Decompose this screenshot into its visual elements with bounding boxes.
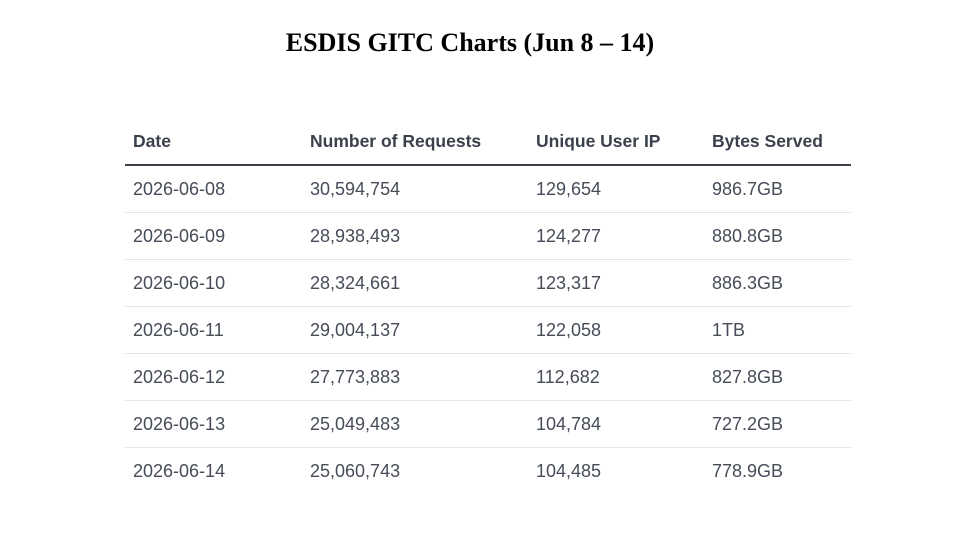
cell-date: 2026-06-13 (125, 400, 302, 448)
cell-requests: 28,324,661 (302, 259, 528, 307)
table-row: 2026-06-09 28,938,493 124,277 880.8GB (125, 212, 851, 260)
cell-requests: 27,773,883 (302, 353, 528, 401)
cell-bytes-served: 778.9GB (712, 460, 784, 481)
table-row: 2026-06-13 25,049,483 104,784 727.2GB (125, 400, 851, 448)
cell-requests: 25,049,483 (302, 400, 528, 448)
cell-requests: 29,004,137 (302, 306, 528, 354)
column-header-requests: Number of Requests (302, 118, 528, 166)
cell-requests: 28,938,493 (302, 212, 528, 260)
page-title: ESDIS GITC Charts (Jun 8 – 14) (285, 28, 655, 57)
cell-date: 2026-06-12 (125, 353, 302, 401)
cell-date: 2026-06-11 (125, 306, 302, 354)
table-row: 2026-06-11 29,004,137 122,058 1TB (125, 306, 851, 354)
cell-requests: 30,594,754 (302, 165, 528, 213)
cell-date: 2026-06-10 (125, 259, 302, 307)
daily-stats-table: Date Number of Requests Unique User IP B… (125, 118, 851, 494)
cell-unique-ip: 104,784 (528, 400, 704, 448)
cell-unique-ip: 104,485 (536, 460, 602, 481)
cell-unique-ip: 129,654 (528, 165, 704, 213)
column-header-bytes-served: Bytes Served (704, 118, 851, 166)
table-row: 2026-06-14 25,060,743 104,485 778.9GB (125, 448, 851, 495)
table-row: 2026-06-10 28,324,661 123,317 886.3GB (125, 259, 851, 307)
cell-bytes-served: 1TB (704, 306, 851, 354)
cell-bytes-served: 727.2GB (704, 400, 851, 448)
cell-date: 2026-06-14 (133, 460, 226, 481)
table-header-row: Date Number of Requests Unique User IP B… (125, 118, 851, 166)
cell-requests: 25,060,743 (310, 460, 401, 481)
cell-unique-ip: 112,682 (528, 353, 704, 401)
cell-bytes-served: 886.3GB (704, 259, 851, 307)
table-row: 2026-06-12 27,773,883 112,682 827.8GB (125, 353, 851, 401)
cell-bytes-served: 986.7GB (704, 165, 851, 213)
column-header-date: Date (125, 118, 302, 166)
cell-bytes-served: 880.8GB (704, 212, 851, 260)
cell-date: 2026-06-08 (125, 165, 302, 213)
table-row: 2026-06-08 30,594,754 129,654 986.7GB (125, 165, 851, 213)
cell-date: 2026-06-09 (125, 212, 302, 260)
cell-unique-ip: 123,317 (528, 259, 704, 307)
cell-bytes-served: 827.8GB (704, 353, 851, 401)
cell-unique-ip: 124,277 (528, 212, 704, 260)
cell-unique-ip: 122,058 (528, 306, 704, 354)
column-header-unique-ip: Unique User IP (528, 118, 704, 166)
